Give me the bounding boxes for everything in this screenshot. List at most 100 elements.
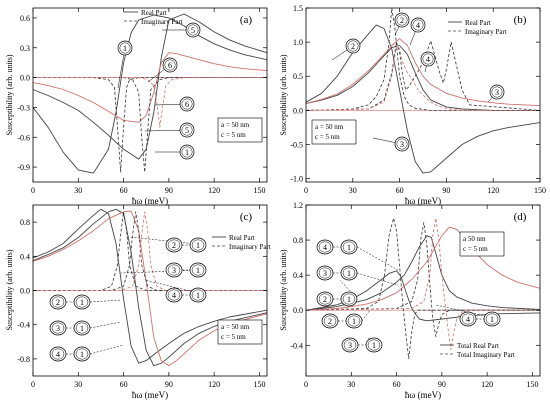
annotation-leader [89, 299, 122, 303]
param-a: a = 50 nm [315, 123, 344, 131]
series-line-imag-4 [306, 217, 540, 359]
annotation-number: 1 [80, 350, 84, 359]
legend-label-real: Real Part [229, 234, 255, 242]
annotation-circle-inner [422, 53, 434, 65]
annotation-circle [165, 237, 183, 253]
params-box: a = 50 nm c = 5 nm [217, 117, 263, 143]
y-tick-label: 0.0 [20, 287, 30, 296]
annotation-1: 1 [117, 40, 133, 89]
series-line-real-1 [306, 24, 540, 174]
x-tick-label: 150 [253, 380, 265, 389]
chart-panel-4: 0 30 60 90 120 150 -0.4 0.0 0.4 0.8 1.2 ħω (meV) Sus… [279, 201, 541, 400]
annotation-number: 3 [400, 140, 404, 149]
x-axis-label: ħω (meV) [132, 390, 168, 400]
param-c: c = 5 nm [221, 333, 246, 341]
annotation-number: 1 [372, 341, 376, 350]
annotation-circle [316, 239, 334, 255]
annotation-3: 6 [147, 57, 178, 83]
y-tick-label: -0.5 [290, 140, 303, 149]
annotation-number: 4 [426, 55, 430, 64]
annotation-circle-inner [181, 98, 193, 110]
annotation-circle [117, 40, 133, 56]
y-tick-label: 0.4 [20, 252, 30, 261]
annotations: 1 5 6 6 5 1 [117, 22, 201, 160]
annotation-circle-inner [164, 59, 176, 71]
param-c: c = 5 nm [221, 131, 246, 139]
annotation-leader [129, 236, 207, 246]
y-tick-label: 1.5 [293, 4, 303, 13]
x-axis-label: ħω (meV) [405, 390, 441, 400]
annotation-circle-inner [191, 264, 205, 276]
annotation-circle-inner [367, 339, 381, 351]
annotation-1: 2 [331, 38, 361, 61]
annotation-number: 1 [347, 295, 351, 304]
series-line-imag-5 [306, 40, 540, 111]
legend-label-imag: Imaginary Part [141, 18, 183, 26]
annotation-circle-inner [342, 241, 356, 253]
annotation-circle [394, 136, 410, 152]
param-a: a = 50 nm [221, 121, 250, 129]
series-line-imag-6 [33, 211, 267, 291]
param-c: c = 5 nm [315, 133, 340, 141]
annotation-number: 1 [80, 298, 84, 307]
chart-panel-2: 0 30 60 90 120 150 -1.0 -0.5 0.0 0.5 1.0 1.5 ħω (meV… [279, 4, 546, 206]
y-tick-label: 0.8 [293, 236, 303, 245]
annotation-circle [483, 311, 501, 327]
params-frame [311, 119, 357, 145]
annotation-circle-inner [342, 293, 356, 305]
series-line-real-3 [306, 226, 540, 311]
annotation-6: 3 [487, 84, 505, 103]
annotation-circle [420, 51, 436, 67]
annotation-number: 1 [347, 243, 351, 252]
annotation-number: 1 [196, 291, 200, 300]
x-tick-label: 90 [438, 380, 446, 389]
x-tick-label: 150 [526, 380, 538, 389]
annotation-circle [73, 320, 91, 336]
annotation-2: 2 [394, 12, 410, 36]
annotation-4: 6 [154, 96, 195, 112]
annotation-circle [365, 337, 383, 353]
annotation-circle-inner [75, 348, 89, 360]
annotation-number: 2 [400, 16, 404, 25]
panel-label: (d) [514, 211, 527, 223]
annotation-leader [356, 246, 399, 271]
y-tick-label: 0.3 [20, 44, 30, 53]
annotation-number: 4 [56, 350, 60, 359]
y-axis-label: Susceptibility (arb. units) [5, 54, 14, 135]
x-tick-label: 0 [31, 186, 35, 195]
y-tick-label: -0.4 [17, 321, 30, 330]
params-box: a = 50 nm c = 5 nm [311, 119, 357, 145]
series-group [33, 13, 267, 174]
annotation-circle-inner [461, 313, 475, 325]
y-tick-label: -0.6 [17, 133, 30, 142]
y-tick-label: 0.6 [20, 14, 30, 23]
annotation-number: 4 [172, 291, 176, 300]
annotation-number: 4 [466, 315, 470, 324]
legend-label-imag: Total Imaginary Part [457, 351, 515, 359]
annotation-circle [316, 291, 334, 307]
panel-label: (a) [240, 14, 253, 26]
legend-label-real: Real Part [141, 9, 167, 17]
annotation-circle [340, 239, 358, 255]
annotation-3: 3 [372, 136, 410, 152]
annotation-circle [179, 96, 195, 112]
annotation-circle-inner [181, 146, 193, 158]
annotation-circle [73, 294, 91, 310]
annotation-number: 2 [172, 241, 176, 250]
plot-frame [305, 204, 541, 377]
series-line-real-2 [306, 45, 540, 111]
annotation-circle [73, 346, 91, 362]
y-tick-label: -0.3 [17, 103, 30, 112]
x-tick-label: 90 [165, 186, 173, 195]
annotation-number: 2 [56, 298, 60, 307]
annotation-5: 5 [144, 122, 195, 138]
params-frame [217, 319, 263, 345]
annotation-number: 1 [347, 269, 351, 278]
